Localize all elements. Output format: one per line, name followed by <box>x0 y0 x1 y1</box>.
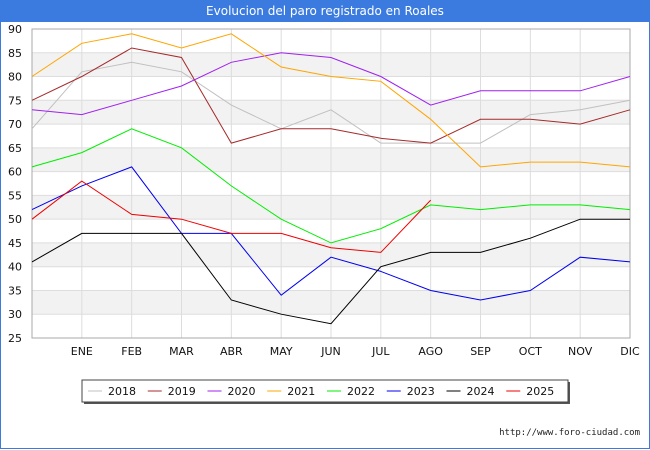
x-tick-label: MAY <box>270 345 293 358</box>
legend-label-2021: 2021 <box>287 385 315 398</box>
x-tick-label: DIC <box>620 345 640 358</box>
x-tick-label: ENE <box>71 345 93 358</box>
legend-label-2023: 2023 <box>407 385 435 398</box>
series-line-2020 <box>31 52 631 116</box>
legend-label-2024: 2024 <box>467 385 495 398</box>
footer-url: http://www.foro-ciudad.com <box>499 428 640 438</box>
series-line-2025 <box>31 180 432 253</box>
y-tick-label: 70 <box>8 118 22 131</box>
y-tick-label: 85 <box>8 47 22 60</box>
x-tick-label: ABR <box>220 345 243 358</box>
x-tick-label: AGO <box>418 345 443 358</box>
legend-box <box>81 379 569 403</box>
y-tick-label: 90 <box>8 23 22 36</box>
y-tick-label: 55 <box>8 189 22 202</box>
y-tick-label: 45 <box>8 237 22 250</box>
legend-label-2022: 2022 <box>347 385 375 398</box>
legend-label-2020: 2020 <box>228 385 256 398</box>
x-tick-label: MAR <box>169 345 194 358</box>
x-tick-label: FEB <box>121 345 142 358</box>
y-tick-label: 30 <box>8 308 22 321</box>
y-tick-label: 65 <box>8 142 22 155</box>
legend-label-2018: 2018 <box>108 385 136 398</box>
y-tick-label: 75 <box>8 94 22 107</box>
x-tick-label: SEP <box>470 345 491 358</box>
x-tick-label: JUL <box>371 345 390 358</box>
legend-label-2019: 2019 <box>168 385 196 398</box>
y-tick-label: 50 <box>8 213 22 226</box>
x-tick-label: NOV <box>568 345 593 358</box>
series-line-2023 <box>31 166 631 301</box>
y-tick-label: 60 <box>8 166 22 179</box>
y-tick-label: 40 <box>8 261 22 274</box>
series-line-2018 <box>31 61 631 144</box>
series-line-2022 <box>31 128 631 244</box>
x-tick-label: OCT <box>519 345 542 358</box>
series-line-2019 <box>31 47 631 144</box>
series-line-2021 <box>31 33 631 168</box>
legend-label-2025: 2025 <box>526 385 554 398</box>
y-tick-label: 35 <box>8 284 22 297</box>
y-tick-label: 25 <box>8 332 22 345</box>
plot-area <box>31 28 631 339</box>
y-tick-label: 80 <box>8 71 22 84</box>
x-tick-label: JUN <box>320 345 341 358</box>
series-line-2024 <box>31 218 630 325</box>
chart-title: Evolucion del paro registrado en Roales <box>0 0 650 22</box>
